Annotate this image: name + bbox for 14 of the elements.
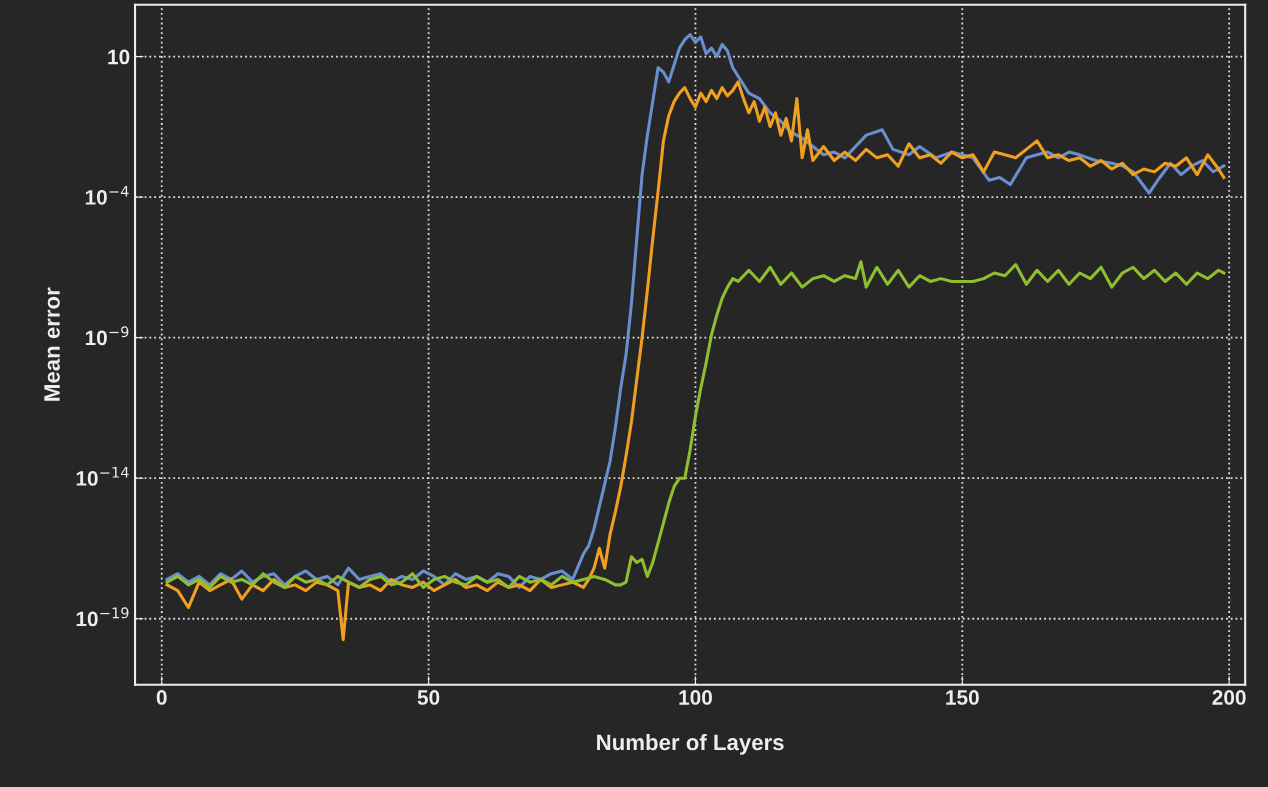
x-tick-label: 100 [679, 690, 712, 705]
x-tick-label: 150 [946, 690, 979, 705]
y-axis-title: Mean error [44, 287, 60, 401]
y-tick-label: 10$^{−19}$ [76, 607, 129, 627]
y-tick-label: 10$^{−9}$ [85, 326, 129, 346]
y-tick-label: 10$^{−4}$ [85, 185, 129, 205]
line-series [165, 80, 1226, 642]
x-tick-label: 0 [156, 690, 167, 705]
x-axis-title: Number of Layers [597, 733, 784, 755]
x-tick-label: 50 [417, 690, 440, 705]
y-tick-label: 10$^{−14}$ [76, 466, 129, 486]
y-tick-label: 10 [108, 49, 130, 65]
x-tick-label: 200 [1212, 690, 1246, 705]
line-series [165, 260, 1226, 589]
